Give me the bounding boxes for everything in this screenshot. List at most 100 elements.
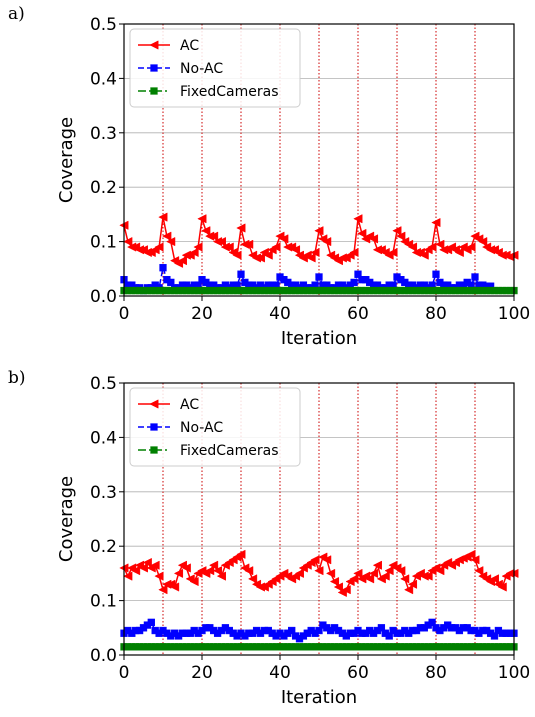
data-point-no-ac	[288, 626, 296, 635]
data-point-ac	[400, 574, 410, 584]
data-point-ac	[181, 563, 191, 573]
data-point-ac	[271, 242, 281, 252]
y-tick-label: 0.4	[90, 428, 117, 448]
data-point-ac	[353, 214, 363, 224]
legend-label-fixedcameras: FixedCameras	[180, 84, 279, 100]
data-point-ac	[154, 571, 164, 581]
data-point-ac	[236, 549, 246, 559]
data-point-ac	[435, 566, 445, 576]
data-point-ac	[470, 555, 480, 565]
data-point-ac	[333, 582, 343, 592]
data-point-ac	[224, 242, 234, 252]
data-point-ac	[368, 568, 379, 579]
data-point-ac	[193, 242, 203, 252]
data-point-ac	[306, 253, 316, 263]
data-point-no-ac	[428, 618, 436, 627]
data-point-ac	[314, 566, 324, 576]
data-point-ac	[384, 566, 394, 576]
x-axis-label: Iteration	[281, 687, 357, 708]
data-point-ac	[162, 231, 172, 241]
legend-box	[129, 387, 301, 467]
data-point-ac	[353, 568, 363, 579]
panel-label-b: b)	[8, 368, 26, 388]
data-point-ac	[388, 247, 398, 258]
data-point-ac	[201, 226, 211, 236]
y-tick-label: 0.5	[90, 374, 117, 394]
panel-label-a: a)	[8, 4, 25, 24]
y-tick-label: 0.5	[90, 15, 117, 35]
x-tick-label: 80	[425, 304, 447, 324]
data-point-ac	[349, 247, 359, 258]
data-point-ac	[130, 566, 141, 576]
data-point-ac	[154, 242, 164, 252]
data-point-ac	[357, 228, 367, 239]
legend-marker-fixedcameras	[150, 87, 158, 95]
x-tick-label: 20	[191, 663, 213, 683]
data-point-no-ac	[315, 273, 323, 281]
data-point-ac	[177, 256, 187, 266]
plot-frame	[123, 23, 515, 297]
y-tick-label: 0.1	[90, 592, 117, 612]
data-point-ac	[368, 234, 379, 244]
data-point-ac	[244, 239, 254, 249]
data-point-ac	[279, 234, 289, 244]
data-point-ac	[263, 250, 273, 260]
chart-panel-0: 0.0 0.1 0.2 0.3 0.4 0.5 0 20 40 60 80 100 Iteration C…	[56, 15, 530, 349]
x-tick-label: 40	[269, 663, 291, 683]
legend-label-no-ac: No-AC	[180, 61, 223, 77]
data-point-ac	[169, 582, 180, 592]
data-point-ac	[419, 250, 429, 260]
data-point-ac	[329, 576, 340, 587]
data-point-ac	[212, 566, 223, 576]
data-point-ac	[372, 560, 382, 570]
data-point-ac	[466, 242, 476, 252]
x-tick-label: 60	[347, 304, 369, 324]
legend-marker-no-ac	[150, 64, 158, 72]
legend-marker-ac	[149, 40, 159, 50]
data-point-ac	[236, 223, 246, 233]
legend: AC No-AC FixedCameras	[129, 28, 301, 108]
data-point-ac	[290, 245, 301, 255]
data-point-ac	[322, 555, 332, 565]
data-point-ac	[189, 247, 199, 258]
data-point-ac	[474, 566, 484, 576]
data-point-ac	[341, 585, 351, 595]
data-point-ac	[123, 571, 133, 581]
data-point-no-ac	[385, 632, 393, 640]
data-point-no-ac	[237, 270, 245, 278]
data-point-ac	[142, 557, 152, 568]
legend-marker-fixedcameras	[150, 446, 158, 454]
chart-panel-1: 0.0 0.1 0.2 0.3 0.4 0.5 0 20 40 60 80 100 Iteration C…	[56, 374, 530, 708]
data-point-ac	[173, 568, 184, 579]
data-point-ac	[208, 231, 219, 241]
x-tick-label: 100	[498, 663, 530, 683]
data-point-ac	[322, 236, 332, 247]
data-point-no-ac	[315, 626, 323, 635]
data-point-ac	[325, 568, 336, 579]
data-point-ac	[158, 585, 168, 595]
data-point-ac	[216, 571, 226, 581]
plot-frame	[123, 382, 515, 656]
data-point-ac	[197, 214, 207, 224]
y-tick-label: 0.3	[90, 483, 117, 503]
legend-label-fixedcameras: FixedCameras	[180, 443, 279, 459]
x-tick-label: 80	[425, 663, 447, 683]
data-point-ac	[403, 585, 414, 595]
data-point-ac	[466, 549, 476, 559]
y-tick-label: 0.1	[90, 233, 117, 253]
y-tick-label: 0.2	[90, 178, 117, 198]
data-point-ac	[247, 574, 258, 584]
y-axis-label: Coverage	[56, 117, 77, 203]
data-point-ac	[478, 236, 488, 247]
data-point-no-ac	[147, 618, 155, 627]
data-point-no-ac	[350, 278, 358, 287]
x-tick-label: 0	[119, 304, 130, 324]
x-tick-label: 0	[119, 663, 130, 683]
data-point-ac	[392, 226, 402, 236]
legend-label-ac: AC	[180, 397, 199, 413]
data-point-no-ac	[167, 278, 175, 287]
y-tick-label: 0.3	[90, 124, 117, 144]
data-point-no-ac	[354, 270, 362, 278]
data-point-ac	[232, 250, 242, 260]
